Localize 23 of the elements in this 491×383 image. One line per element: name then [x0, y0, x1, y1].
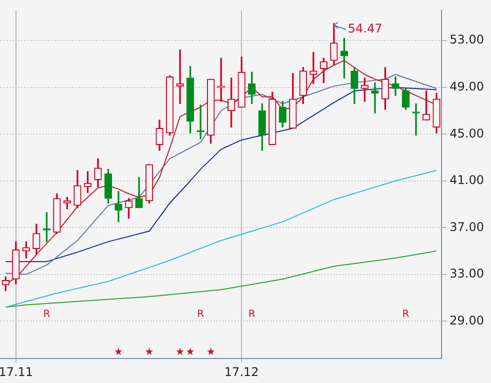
y-tick-label: 45.00	[450, 126, 484, 140]
y-tick-label: 41.00	[450, 173, 484, 188]
y-tick-label: 53.00	[450, 32, 484, 47]
x-tick-label: 17.11	[0, 364, 34, 379]
annotation: R	[43, 309, 50, 320]
annotation: R	[248, 309, 256, 320]
annotation: ★	[186, 347, 195, 358]
candlestick	[412, 103, 420, 136]
annotation: ★	[144, 347, 154, 358]
y-tick-label: 37.00	[450, 220, 484, 234]
candlestick	[114, 191, 122, 222]
y-tick-label: 29.00	[450, 313, 484, 328]
annotation: 54.47	[348, 22, 382, 36]
annotation: R	[197, 309, 204, 320]
annotation: ★	[114, 347, 123, 358]
x-tick-label: 17.12	[224, 364, 259, 379]
annotation: R	[402, 309, 410, 320]
candlestick	[176, 50, 184, 104]
y-tick-label: 49.00	[450, 79, 484, 94]
annotation: ★	[176, 347, 185, 358]
candlestick	[371, 82, 379, 114]
y-tick-label: 33.00	[450, 266, 484, 281]
annotation: ★	[206, 347, 216, 358]
